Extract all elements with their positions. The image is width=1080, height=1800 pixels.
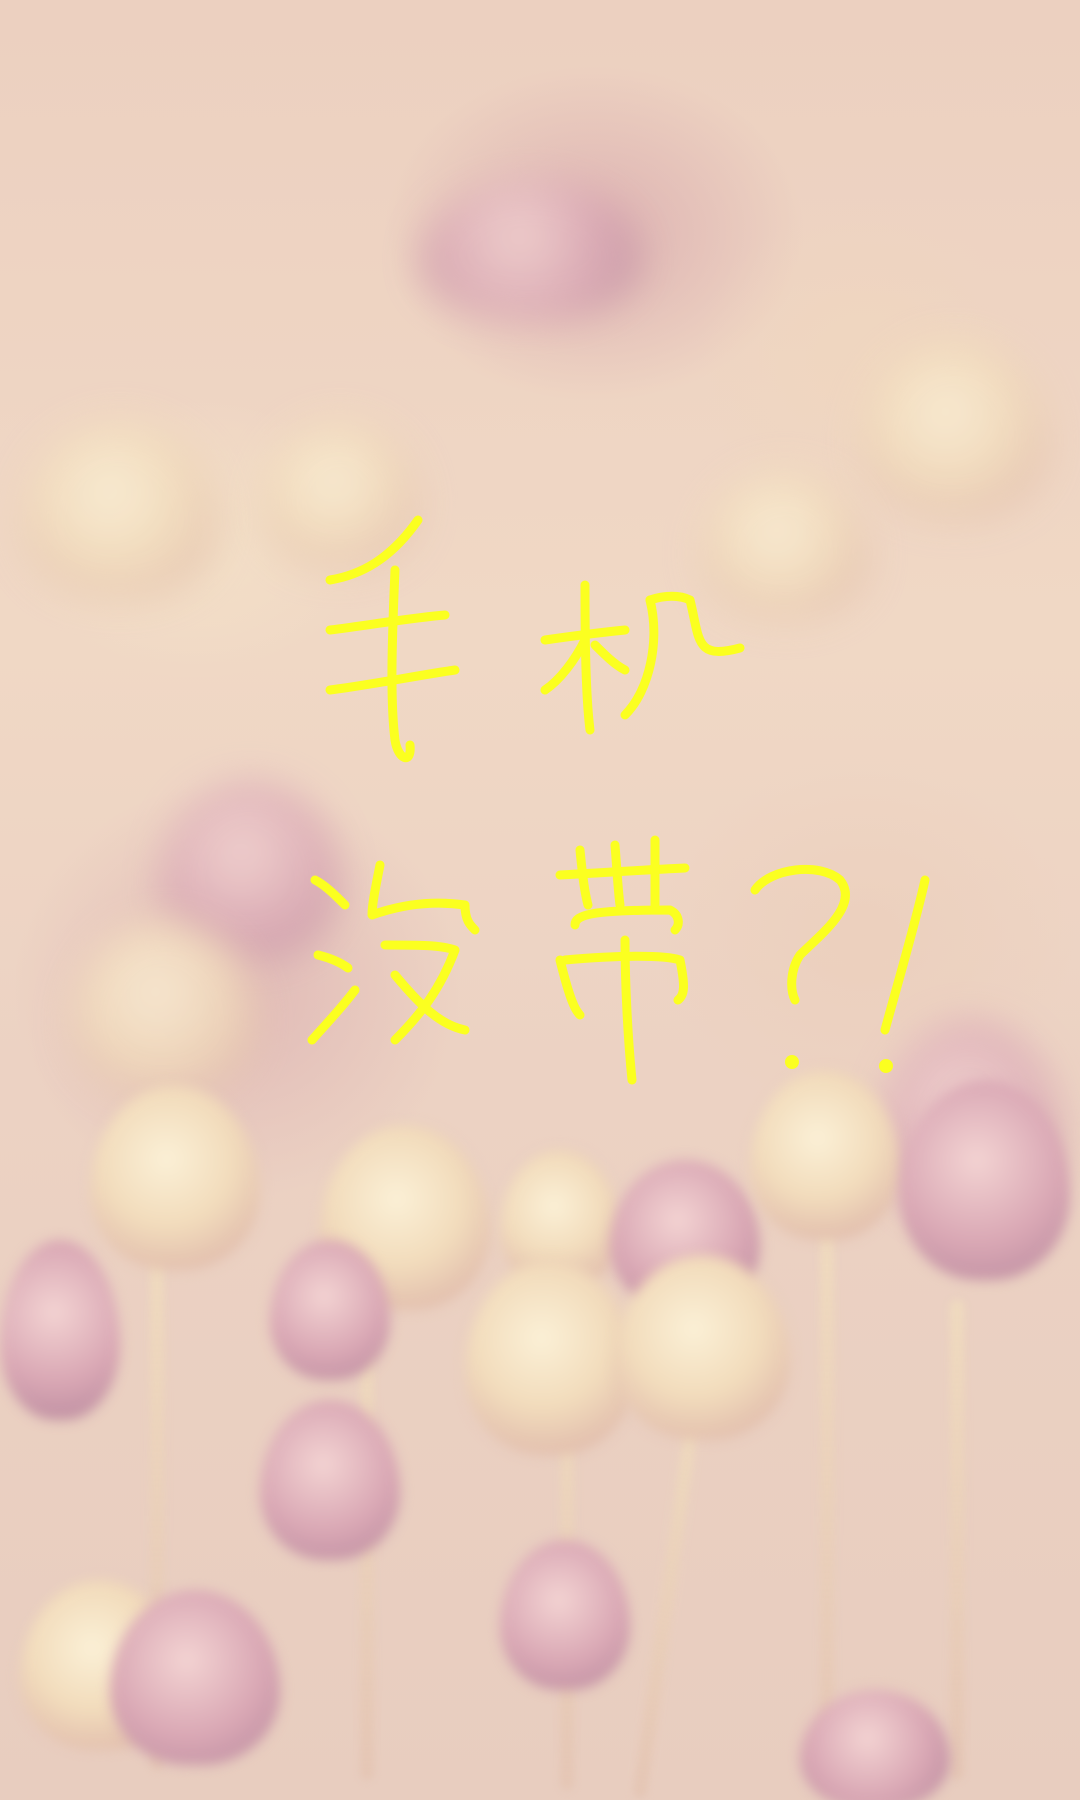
char-question — [750, 864, 850, 1069]
bud-front-13 — [110, 1590, 280, 1765]
bud-front-15 — [800, 1690, 950, 1800]
bud-front-6 — [900, 1080, 1070, 1280]
char-shou — [325, 515, 460, 762]
stem — [950, 1300, 964, 1780]
bud-front-8 — [465, 1260, 635, 1455]
bud-front-11 — [260, 1400, 400, 1560]
overlay-text-line2: 没带?! — [300, 840, 940, 1100]
bud-front-5 — [750, 1070, 900, 1240]
overlay-text-line1: 手机 — [330, 500, 750, 760]
bud-front-1 — [90, 1085, 260, 1270]
stem — [820, 1230, 834, 1790]
bud-top-2 — [20, 420, 220, 600]
bud-front-7 — [270, 1240, 390, 1380]
char-dai — [555, 835, 690, 1085]
bud-top-7 — [70, 920, 260, 1100]
bud-front-9 — [615, 1255, 790, 1440]
char-mei — [307, 860, 480, 1045]
char-exclaim — [879, 875, 930, 1073]
bud-top-4 — [860, 340, 1050, 520]
char-ji — [540, 580, 745, 735]
bud-top-5 — [700, 470, 870, 620]
bud-top-1 — [420, 180, 640, 320]
bud-front-14 — [500, 1540, 630, 1690]
bud-front-10 — [0, 1240, 120, 1420]
